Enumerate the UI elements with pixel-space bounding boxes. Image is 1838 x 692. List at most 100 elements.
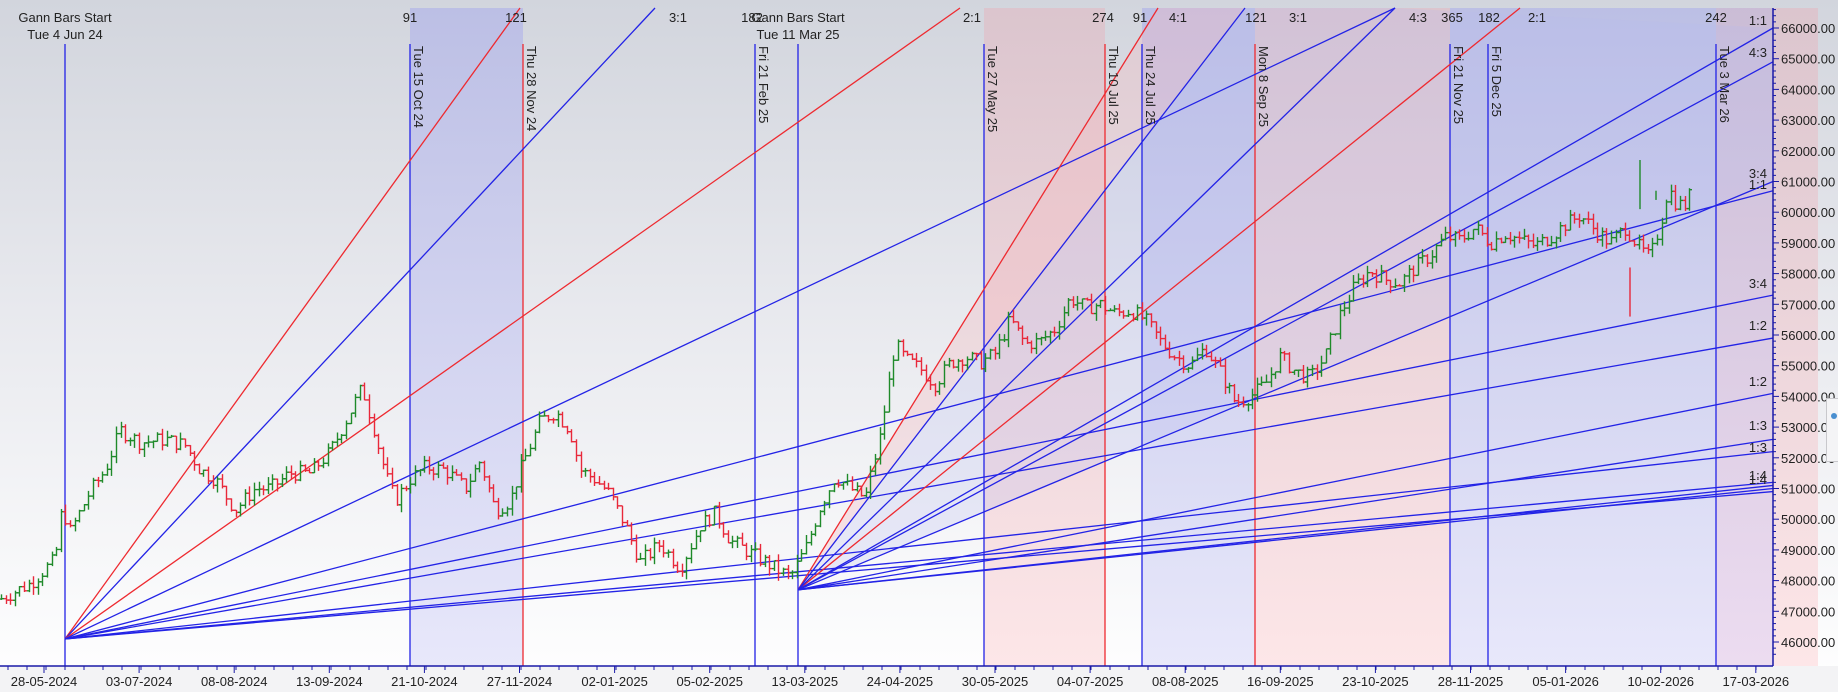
gann-fan-line[interactable] (64, 294, 1774, 640)
price-tick-label: 46000.00 (1781, 635, 1835, 650)
top-count-label: 365 (1441, 10, 1463, 25)
cycle-date-label: Fri 21 Nov 25 (1451, 46, 1466, 124)
fan-ratio-label: 1:4 (1749, 468, 1767, 483)
top-count-label: 3:1 (669, 10, 687, 25)
gann-fan-line[interactable] (797, 487, 1774, 591)
top-count-label: 3:1 (1289, 10, 1307, 25)
fan-ratio-label: 1:3 (1749, 418, 1767, 433)
gann-fan-line[interactable] (64, 7, 656, 640)
top-count-label: 121 (1245, 10, 1267, 25)
gann-fan-line[interactable] (797, 7, 1159, 591)
gann-fan-line[interactable] (797, 180, 1774, 591)
date-tick-label: 08-08-2025 (1152, 674, 1219, 689)
widget-dot-icon[interactable] (1831, 413, 1837, 419)
gann-fan-line[interactable] (64, 7, 1396, 640)
ohlc-price-bars (0, 160, 1692, 607)
date-tick-label: 16-09-2025 (1247, 674, 1314, 689)
gann-fan-line[interactable] (797, 61, 1774, 591)
fan-ratio-label: 1:1 (1749, 177, 1767, 192)
date-tick-label: 10-02-2026 (1627, 674, 1694, 689)
fan-ratio-label: 3:4 (1749, 166, 1767, 181)
gann-fan-line[interactable] (797, 438, 1774, 591)
top-count-label: 242 (1705, 10, 1727, 25)
fan-ratio-label: 4:3 (1749, 45, 1767, 60)
gann-fan-line[interactable] (797, 7, 1246, 591)
date-tick-label: 05-02-2025 (676, 674, 743, 689)
x-axis-band (0, 666, 1838, 692)
gann-start-date: Tue 11 Mar 25 (756, 27, 839, 42)
price-tick-label: 57000.00 (1781, 297, 1835, 312)
top-count-label: 4:3 (1409, 10, 1427, 25)
fan-ratio-label: 1:2 (1749, 318, 1767, 333)
price-tick-label: 53000.00 (1781, 420, 1835, 435)
price-tick-label: 55000.00 (1781, 359, 1835, 374)
cycle-date-label: Mon 8 Sep 25 (1256, 46, 1271, 127)
gann-fan-line[interactable] (797, 7, 1396, 591)
top-count-label: 121 (505, 10, 527, 25)
price-tick-label: 62000.00 (1781, 144, 1835, 159)
cycle-date-label: Tue 15 Oct 24 (411, 46, 426, 128)
top-count-label: 4:1 (1169, 10, 1187, 25)
price-tick-label: 59000.00 (1781, 236, 1835, 251)
date-tick-label: 02-01-2025 (581, 674, 648, 689)
vertical-date-labels: Tue 15 Oct 24 Thu 28 Nov 24 Fri 21 Feb 25 T… (411, 46, 1732, 132)
price-tick-label: 48000.00 (1781, 574, 1835, 589)
date-tick-label: 21-10-2024 (391, 674, 458, 689)
gann-fan-line[interactable] (797, 392, 1774, 591)
cycle-zone (1255, 8, 1450, 666)
fan-ratio-label: 3:4 (1749, 276, 1767, 291)
gann-fan-line[interactable] (797, 7, 1521, 591)
gann-fan-line[interactable] (64, 190, 1774, 640)
cycle-zone (410, 8, 523, 666)
cycle-shaded-zones (410, 8, 1818, 666)
date-tick-label: 27-11-2024 (487, 674, 553, 689)
date-tick-label: 28-05-2024 (11, 674, 78, 689)
date-tick-label: 24-04-2025 (867, 674, 934, 689)
cycle-date-label: Fri 5 Dec 25 (1489, 46, 1504, 117)
gann-start-labels: Gann Bars Start Tue 4 Jun 24 Gann Bars Sta… (18, 10, 845, 42)
top-count-label: 91 (1133, 10, 1147, 25)
gann-fan-line[interactable] (64, 481, 1774, 640)
cycle-zone (1773, 8, 1818, 666)
date-tick-label: 17-03-2026 (1723, 674, 1790, 689)
date-tick-label: 28-11-2025 (1438, 674, 1504, 689)
gann-start-title: Gann Bars Start (18, 10, 112, 25)
gann-fan-line[interactable] (64, 7, 961, 640)
cycle-date-label: Tue 27 May 25 (985, 46, 1000, 132)
date-tick-label: 23-10-2025 (1342, 674, 1409, 689)
date-tick-label: 05-01-2026 (1532, 674, 1599, 689)
price-tick-label: 66000.00 (1781, 21, 1835, 36)
gann-fan-line[interactable] (64, 337, 1774, 640)
cycle-zone (1716, 8, 1773, 666)
fan-ratio-labels: 1:14:33:41:13:41:21:21:31:31:41:4 (1749, 13, 1767, 487)
price-tick-label: 61000.00 (1781, 175, 1835, 190)
top-count-label: 2:1 (963, 10, 981, 25)
fan-ratio-label: 1:3 (1749, 440, 1767, 455)
cycle-date-label: Thu 10 Jul 25 (1106, 46, 1121, 125)
top-count-label: 182 (741, 10, 763, 25)
price-tick-label: 56000.00 (1781, 328, 1835, 343)
top-cycle-labels: 91 121 3:1 182 2:1 274 91 4:1 121 3:1 4:3 365 182 2:1… (403, 10, 1727, 25)
fan-wedge-fill (798, 8, 1773, 590)
side-widget-popup[interactable] (1826, 398, 1838, 462)
price-tick-label: 60000.00 (1781, 205, 1835, 220)
gann-fan-line[interactable] (797, 27, 1774, 591)
price-tick-label: 64000.00 (1781, 82, 1835, 97)
date-tick-label: 03-07-2024 (106, 674, 173, 689)
price-tick-label: 58000.00 (1781, 267, 1835, 282)
price-tick-label: 50000.00 (1781, 512, 1835, 527)
price-tick-label: 51000.00 (1781, 482, 1835, 497)
price-tick-label: 52000.00 (1781, 451, 1835, 466)
gann-fan-line[interactable] (64, 7, 521, 640)
fan-ratio-label: 1:2 (1749, 374, 1767, 389)
date-axis[interactable]: 28-05-2024 03-07-2024 08-08-2024 13-09-2024… (0, 665, 1838, 692)
gann-fan-lines[interactable] (64, 7, 1774, 640)
top-count-label: 2:1 (1528, 10, 1546, 25)
price-tick-label: 47000.00 (1781, 604, 1835, 619)
price-axis[interactable]: 66000.00 65000.00 64000.00 63000.00 62000.00… (1772, 8, 1835, 666)
price-tick-label: 63000.00 (1781, 113, 1835, 128)
fan-ratio-label: 1:4 (1749, 472, 1767, 487)
cycle-date-label: Tue 3 Mar 26 (1717, 46, 1732, 123)
